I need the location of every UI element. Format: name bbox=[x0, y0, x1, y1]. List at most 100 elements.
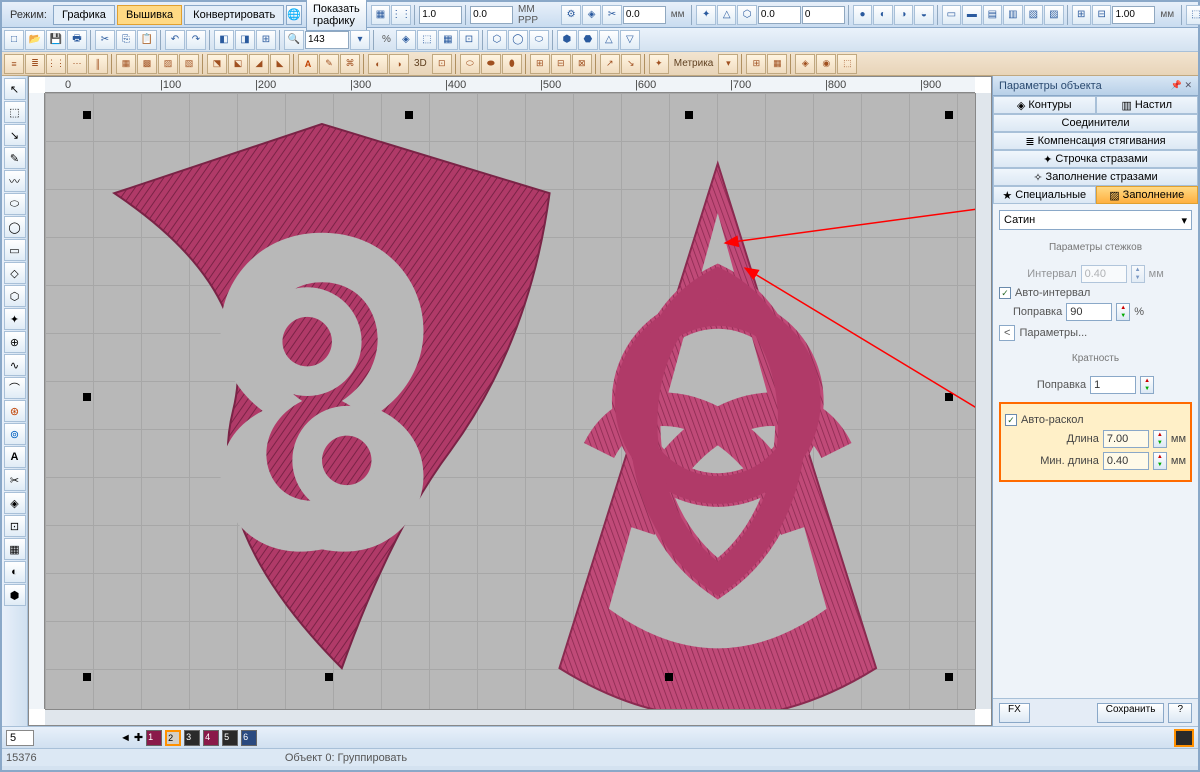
pen-tool[interactable]: ✎ bbox=[4, 147, 26, 169]
bottom-num[interactable]: 5 bbox=[6, 730, 34, 746]
toolbar-icon[interactable]: ▧ bbox=[1024, 5, 1043, 25]
toolbar-icon[interactable]: ◨ bbox=[235, 30, 255, 50]
spin-v3[interactable]: 1.00 bbox=[1112, 6, 1155, 24]
stitch-icon[interactable]: ✦ bbox=[649, 54, 669, 74]
spin-c[interactable]: 0.0 bbox=[623, 6, 666, 24]
fx-button[interactable]: FX bbox=[999, 703, 1030, 723]
toolbar-icon[interactable]: ▥ bbox=[1003, 5, 1022, 25]
toolbar-icon[interactable]: ⊞ bbox=[256, 30, 276, 50]
mode-tab-graphics[interactable]: Графика bbox=[53, 5, 115, 25]
swatch-4[interactable]: 4 bbox=[203, 730, 219, 746]
help-button[interactable]: ? bbox=[1168, 703, 1192, 723]
show-graphics-button[interactable]: Показать графику bbox=[306, 0, 367, 31]
tool[interactable]: ✂ bbox=[4, 469, 26, 491]
selection-handle[interactable] bbox=[945, 111, 953, 119]
popravka2-field[interactable]: 1 bbox=[1090, 376, 1136, 394]
params-button[interactable]: Параметры... bbox=[1019, 327, 1087, 339]
toolbar-icon[interactable]: ⬚ bbox=[1186, 5, 1200, 25]
stitch-icon[interactable]: ⬕ bbox=[228, 54, 248, 74]
popravka2-spinner[interactable]: ▲▼ bbox=[1140, 376, 1154, 394]
auto-interval-checkbox[interactable]: ✓ bbox=[999, 287, 1011, 299]
toolbar-icon[interactable]: ⬡ bbox=[487, 30, 507, 50]
open-icon[interactable]: 📂 bbox=[25, 30, 45, 50]
toolbar-icon[interactable]: ✂ bbox=[602, 5, 621, 25]
tool[interactable]: ◯ bbox=[4, 216, 26, 238]
stitch-icon[interactable]: ⊞ bbox=[530, 54, 550, 74]
stitch-icon[interactable]: ║ bbox=[88, 54, 108, 74]
tool[interactable]: ▭ bbox=[4, 239, 26, 261]
auto-raskol-checkbox[interactable]: ✓ bbox=[1005, 414, 1017, 426]
stitch-icon[interactable]: ≣ bbox=[25, 54, 45, 74]
toolbar-icon[interactable]: ◐ bbox=[873, 5, 892, 25]
selection-handle[interactable] bbox=[685, 111, 693, 119]
tool[interactable]: ⊡ bbox=[4, 515, 26, 537]
tool[interactable]: ⬚ bbox=[4, 101, 26, 123]
toolbar-icon[interactable]: ● bbox=[853, 5, 872, 25]
spin-v2[interactable]: 0 bbox=[802, 6, 845, 24]
tool[interactable]: ◈ bbox=[4, 492, 26, 514]
add-color-icon[interactable]: ✚ bbox=[134, 731, 143, 744]
dlina-field[interactable]: 7.00 bbox=[1103, 430, 1149, 448]
tool[interactable]: ⊚ bbox=[4, 423, 26, 445]
toolbar-icon[interactable]: ⬚ bbox=[417, 30, 437, 50]
stitch-icon[interactable]: ⬔ bbox=[207, 54, 227, 74]
stitch-icon[interactable]: ▦ bbox=[767, 54, 787, 74]
toolbar-icon[interactable]: ◑ bbox=[894, 5, 913, 25]
text-tool[interactable]: A bbox=[4, 446, 26, 468]
spin-v1[interactable]: 0.0 bbox=[758, 6, 801, 24]
save-icon[interactable]: 💾 bbox=[46, 30, 66, 50]
paste-icon[interactable]: 📋 bbox=[137, 30, 157, 50]
design-canvas[interactable] bbox=[45, 93, 975, 709]
spin-a[interactable]: 1.0 bbox=[419, 6, 462, 24]
selection-handle[interactable] bbox=[83, 393, 91, 401]
swatch-2[interactable]: 2 bbox=[165, 730, 181, 746]
stitch-icon[interactable]: ⬭ bbox=[460, 54, 480, 74]
stitch-icon[interactable]: ⬮ bbox=[502, 54, 522, 74]
swatch-3[interactable]: 3 bbox=[184, 730, 200, 746]
tool[interactable]: ∿ bbox=[4, 354, 26, 376]
tab-kompensaciya[interactable]: ≣Компенсация стягивания bbox=[993, 132, 1198, 150]
selection-handle[interactable] bbox=[83, 673, 91, 681]
stitch-icon[interactable]: A bbox=[298, 54, 318, 74]
toolbar-icon[interactable]: ⊟ bbox=[1092, 5, 1111, 25]
stitch-icon[interactable]: ▩ bbox=[137, 54, 157, 74]
swatch-6[interactable]: 6 bbox=[241, 730, 257, 746]
print-icon[interactable]: 🖶 bbox=[67, 30, 87, 50]
popravka-field[interactable]: 90 bbox=[1066, 303, 1112, 321]
params-expand[interactable]: < bbox=[999, 325, 1015, 341]
new-icon[interactable]: □ bbox=[4, 30, 24, 50]
stitch-icon[interactable]: ▾ bbox=[718, 54, 738, 74]
spin-b[interactable]: 0.0 bbox=[470, 6, 513, 24]
fill-type-select[interactable]: Сатин▾ bbox=[999, 210, 1192, 230]
stitch-icon[interactable]: ◉ bbox=[816, 54, 836, 74]
toolbar-icon[interactable]: ▾ bbox=[350, 30, 370, 50]
undo-icon[interactable]: ↶ bbox=[165, 30, 185, 50]
toolbar-icon[interactable]: ▽ bbox=[620, 30, 640, 50]
toolbar-icon[interactable]: △ bbox=[599, 30, 619, 50]
stitch-icon[interactable]: ▦ bbox=[116, 54, 136, 74]
toolbar-icon[interactable]: ⬡ bbox=[737, 5, 756, 25]
stitch-icon[interactable]: ◐ bbox=[368, 54, 388, 74]
popravka-spinner[interactable]: ▲▼ bbox=[1116, 303, 1130, 321]
toolbar-icon[interactable]: ⬭ bbox=[529, 30, 549, 50]
stitch-icon[interactable]: ✎ bbox=[319, 54, 339, 74]
tool[interactable]: ⬢ bbox=[4, 584, 26, 606]
tool[interactable]: 〰 bbox=[4, 170, 26, 192]
stitch-icon[interactable]: ⊡ bbox=[432, 54, 452, 74]
toolbar-icon[interactable]: ◈ bbox=[396, 30, 416, 50]
stitch-icon[interactable]: ↘ bbox=[621, 54, 641, 74]
tool[interactable]: ◐ bbox=[4, 561, 26, 583]
stitch-icon[interactable]: ⊟ bbox=[551, 54, 571, 74]
stitch-icon[interactable]: ⊠ bbox=[572, 54, 592, 74]
stitch-icon[interactable]: ◢ bbox=[249, 54, 269, 74]
selection-handle[interactable] bbox=[945, 673, 953, 681]
swatch-5[interactable]: 5 bbox=[222, 730, 238, 746]
stitch-icon[interactable]: ⋯ bbox=[67, 54, 87, 74]
tab-special[interactable]: ★Специальные bbox=[993, 186, 1096, 204]
stitch-icon[interactable]: ⊞ bbox=[746, 54, 766, 74]
toolbar-icon[interactable]: ✦ bbox=[696, 5, 715, 25]
toolbar-icon[interactable]: ⊡ bbox=[459, 30, 479, 50]
selection-handle[interactable] bbox=[83, 111, 91, 119]
min-dlina-field[interactable]: 0.40 bbox=[1103, 452, 1149, 470]
scrollbar-horizontal[interactable] bbox=[45, 709, 975, 725]
